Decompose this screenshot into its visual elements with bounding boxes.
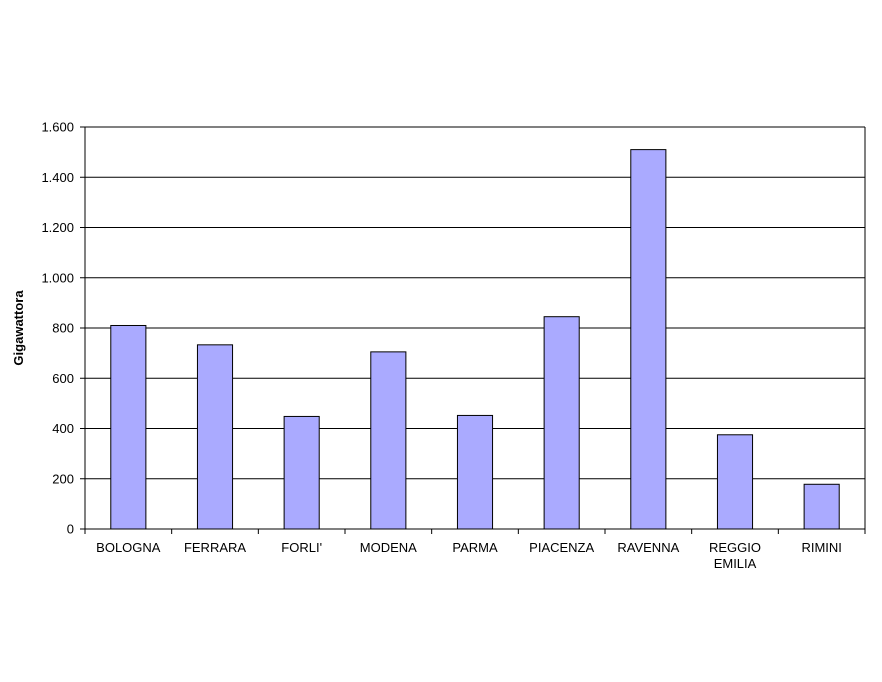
bar — [283, 415, 320, 530]
y-tick-labels: 0 200 400 600 800 1.000 1.200 1.400 1.600 — [41, 120, 74, 537]
x-tick-label: EMILIA — [714, 556, 757, 571]
bar — [803, 483, 840, 530]
y-tick-label: 800 — [52, 321, 74, 336]
bar — [630, 149, 667, 530]
bar — [456, 414, 494, 530]
x-tick-label: FORLI' — [281, 540, 322, 555]
y-tick-label: 1.600 — [41, 120, 74, 135]
y-tick-label: 0 — [67, 522, 74, 537]
x-tick-label: MODENA — [360, 540, 417, 555]
bars — [110, 149, 840, 530]
bar — [543, 316, 580, 530]
y-tick-label: 400 — [52, 421, 74, 436]
x-tick-label: RIMINI — [801, 540, 841, 555]
bar — [370, 351, 407, 530]
axes — [80, 126, 866, 534]
x-tick-label: BOLOGNA — [96, 540, 161, 555]
y-axis-title: Gigawattora — [11, 290, 26, 366]
y-tick-label: 600 — [52, 371, 74, 386]
y-tick-label: 1.400 — [41, 170, 74, 185]
x-tick-label: REGGIO — [709, 540, 761, 555]
bar — [716, 434, 754, 530]
x-tick-label: PARMA — [452, 540, 498, 555]
y-tick-label: 1.200 — [41, 220, 74, 235]
x-tick-label: RAVENNA — [617, 540, 679, 555]
x-tick-label: FERRARA — [184, 540, 246, 555]
bar — [196, 344, 234, 530]
y-tick-label: 200 — [52, 471, 74, 486]
x-tick-labels: BOLOGNA FERRARA FORLI' MODENA PARMA PIACENZA R… — [96, 540, 842, 571]
y-tick-label: 1.000 — [41, 270, 74, 285]
bar — [110, 324, 147, 530]
x-tick-label: PIACENZA — [529, 540, 594, 555]
